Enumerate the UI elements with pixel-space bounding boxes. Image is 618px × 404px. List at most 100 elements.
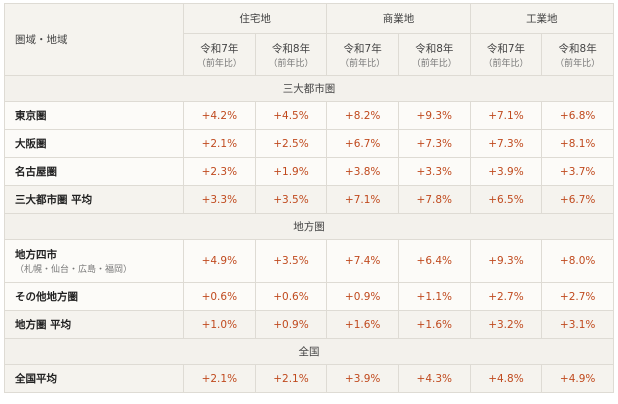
year-header: 令和8年 （前年比） [397, 33, 471, 76]
value-cell: +6.7% [326, 129, 399, 158]
value-cell: +8.0% [541, 239, 614, 283]
year-header: 令和7年 （前年比） [469, 33, 543, 76]
value-cell: +7.1% [469, 101, 543, 130]
value-cell: +8.2% [326, 101, 399, 130]
value-cell: +3.8% [326, 157, 399, 186]
value-cell: +1.6% [326, 310, 399, 339]
section-title: 全国 [4, 338, 614, 365]
year-label: 令和8年 [415, 42, 454, 55]
value-cell: +4.9% [541, 364, 614, 393]
region-label: 大阪圏 [15, 138, 47, 150]
year-header: 令和7年 （前年比） [183, 33, 256, 76]
year-label: 令和8年 [558, 42, 597, 55]
value-cell: +4.5% [254, 101, 328, 130]
value-cell: +4.2% [183, 101, 256, 130]
region-name: 三大都市圏 平均 [4, 185, 184, 214]
table-row: 名古屋圏 +2.3% +1.9% +3.8% +3.3% +3.9% +3.7% [4, 157, 614, 186]
region-label: その他地方圏 [15, 291, 78, 303]
value-cell: +7.3% [469, 129, 543, 158]
year-header: 令和8年 （前年比） [254, 33, 328, 76]
group-header: 商業地 [326, 3, 471, 34]
value-cell: +7.3% [397, 129, 471, 158]
region-sub-label: （札幌・仙台・広島・福岡） [15, 265, 133, 275]
value-cell: +0.6% [254, 282, 328, 311]
value-cell: +3.9% [469, 157, 543, 186]
value-cell: +7.1% [326, 185, 399, 214]
value-cell: +1.6% [397, 310, 471, 339]
year-label: 令和8年 [271, 42, 311, 55]
value-cell: +3.2% [469, 310, 543, 339]
value-cell: +2.7% [469, 282, 543, 311]
region-name: 東京圏 [4, 101, 184, 130]
value-cell: +4.9% [183, 239, 256, 283]
yoy-label: （前年比） [196, 58, 242, 69]
yoy-label: （前年比） [268, 58, 314, 69]
value-cell: +2.1% [183, 364, 256, 393]
value-cell: +1.0% [183, 310, 256, 339]
yoy-label: （前年比） [483, 58, 529, 69]
value-cell: +2.5% [254, 129, 328, 158]
yoy-label: （前年比） [340, 58, 386, 69]
value-cell: +2.1% [183, 129, 256, 158]
year-header: 令和8年 （前年比） [541, 33, 614, 76]
year-label: 令和7年 [486, 42, 526, 55]
value-cell: +3.3% [397, 157, 471, 186]
value-cell: +4.3% [397, 364, 471, 393]
value-cell: +3.3% [183, 185, 256, 214]
value-cell: +3.1% [541, 310, 614, 339]
table-row: 地方四市 （札幌・仙台・広島・福岡） +4.9% +3.5% +7.4% +6.4% +9.… [4, 239, 614, 283]
value-cell: +0.9% [326, 282, 399, 311]
value-cell: +6.7% [541, 185, 614, 214]
table-row: 全国平均 +2.1% +2.1% +3.9% +4.3% +4.8% +4.9% [4, 364, 614, 393]
region-name: 地方四市 （札幌・仙台・広島・福岡） [4, 239, 184, 283]
value-cell: +6.4% [397, 239, 471, 283]
yoy-label: （前年比） [555, 58, 601, 69]
value-cell: +7.4% [326, 239, 399, 283]
table-row: 三大都市圏 平均 +3.3% +3.5% +7.1% +7.8% +6.5% +6.7% [4, 185, 614, 214]
value-cell: +6.5% [469, 185, 543, 214]
value-cell: +0.9% [254, 310, 328, 339]
region-label: 三大都市圏 平均 [15, 194, 93, 206]
value-cell: +8.1% [541, 129, 614, 158]
region-label: 地方四市 [15, 249, 57, 261]
value-cell: +3.5% [254, 239, 328, 283]
region-label: 名古屋圏 [15, 166, 57, 178]
section-title: 地方圏 [4, 213, 614, 240]
yoy-label: （前年比） [411, 58, 457, 69]
region-name: 名古屋圏 [4, 157, 184, 186]
value-cell: +3.7% [541, 157, 614, 186]
region-name: 地方圏 平均 [4, 310, 184, 339]
value-cell: +1.1% [397, 282, 471, 311]
section-title: 三大都市圏 [4, 75, 614, 102]
value-cell: +1.9% [254, 157, 328, 186]
section-row: 三大都市圏 [4, 75, 614, 102]
value-cell: +4.8% [469, 364, 543, 393]
year-header: 令和7年 （前年比） [326, 33, 399, 76]
region-label: 東京圏 [15, 110, 47, 122]
value-cell: +3.9% [326, 364, 399, 393]
section-row: 全国 [4, 338, 614, 365]
year-label: 令和7年 [343, 42, 382, 55]
year-label: 令和7年 [200, 42, 239, 55]
value-cell: +0.6% [183, 282, 256, 311]
section-row: 地方圏 [4, 213, 614, 240]
value-cell: +2.3% [183, 157, 256, 186]
value-cell: +9.3% [397, 101, 471, 130]
value-cell: +2.7% [541, 282, 614, 311]
land-price-table: 圏域・地域 住宅地 商業地 工業地 令和7年 （前年比） 令和8年 （前年比） 令和7年… [4, 3, 615, 393]
region-label: 全国平均 [15, 373, 57, 385]
region-name: 大阪圏 [4, 129, 184, 158]
value-cell: +9.3% [469, 239, 543, 283]
region-label: 地方圏 平均 [15, 319, 72, 331]
table-row: その他地方圏 +0.6% +0.6% +0.9% +1.1% +2.7% +2.7% [4, 282, 614, 311]
table-row: 大阪圏 +2.1% +2.5% +6.7% +7.3% +7.3% +8.1% [4, 129, 614, 158]
value-cell: +7.8% [397, 185, 471, 214]
region-header: 圏域・地域 [4, 3, 184, 76]
table-row: 地方圏 平均 +1.0% +0.9% +1.6% +1.6% +3.2% +3.1% [4, 310, 614, 339]
region-name: その他地方圏 [4, 282, 184, 311]
region-name: 全国平均 [4, 364, 184, 393]
value-cell: +6.8% [541, 101, 614, 130]
value-cell: +2.1% [254, 364, 328, 393]
table-row: 東京圏 +4.2% +4.5% +8.2% +9.3% +7.1% +6.8% [4, 101, 614, 130]
group-header: 工業地 [469, 3, 615, 34]
